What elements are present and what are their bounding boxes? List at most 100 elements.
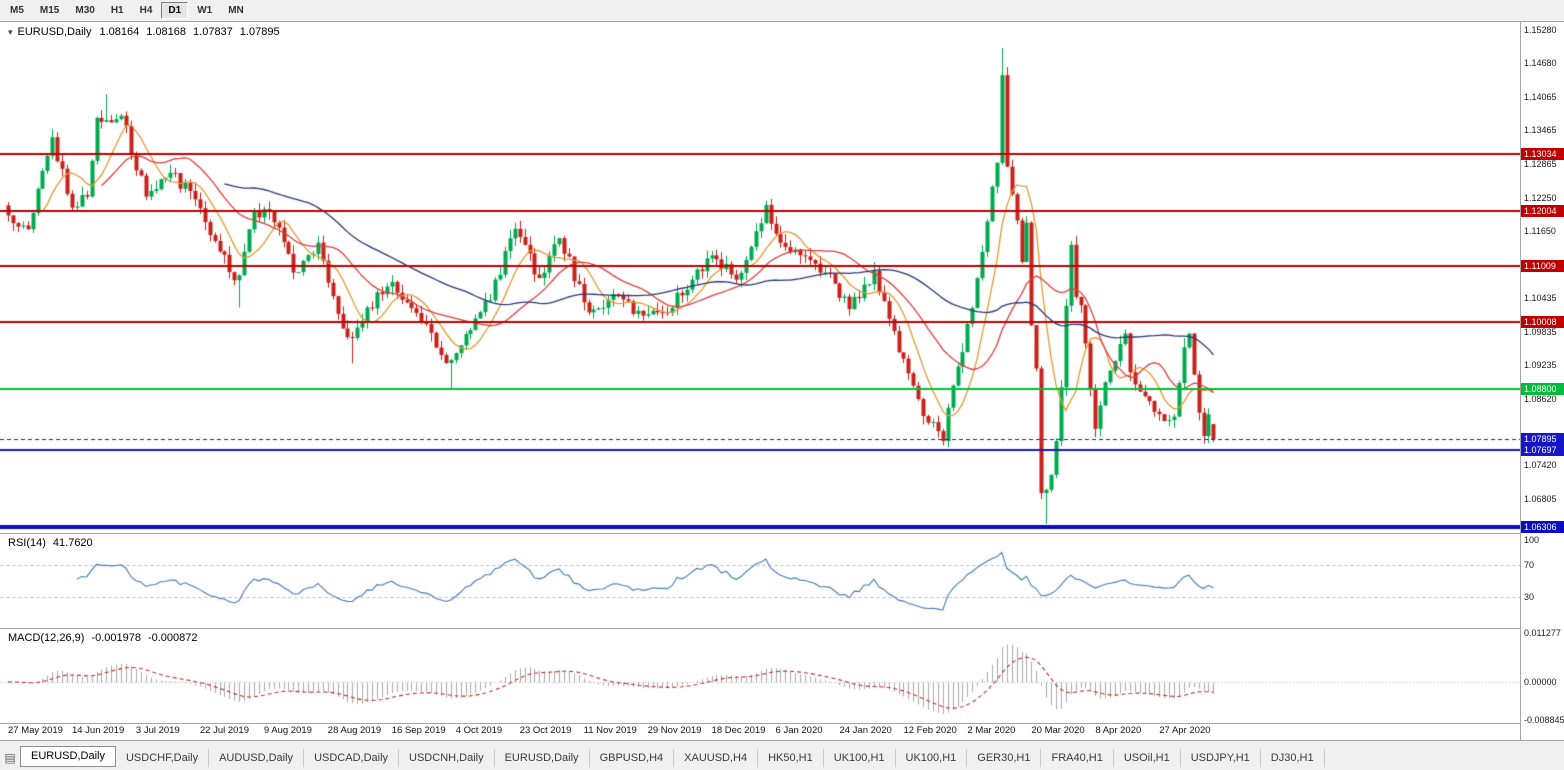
chart-list-icon[interactable]: ▤ [4,751,16,765]
symbol-tab-label: EURUSD,Daily [31,750,105,762]
symbol-tab[interactable]: UK100,H1 [824,749,896,767]
chart-tabs-bar: ▤ EURUSD,Daily USDCHF,Daily AUDUSD,Daily US… [0,740,1564,770]
macd-indicator-canvas[interactable] [0,629,1520,723]
symbol-tab[interactable]: DJ30,H1 [1261,749,1325,767]
symbol-tab[interactable]: USOil,H1 [1114,749,1181,767]
timeframe-button-label: MN [228,5,244,16]
timeframe-button[interactable]: W1 [190,2,219,19]
ohlc-open-value: 1.08164 [99,26,140,38]
rsi-axis-tick: 30 [1524,592,1535,603]
chart-window: ▾ EURUSD,Daily 1.08164 1.08168 1.07837 1.0789… [0,22,1564,740]
date-axis-label: 28 Aug 2019 [327,725,382,736]
timeframe-button[interactable]: H1 [104,2,131,19]
panel-divider[interactable] [0,533,1564,534]
date-axis-label: 12 Feb 2020 [903,725,957,736]
symbol-tab-label: DJ30,H1 [1270,752,1314,764]
rsi-indicator-canvas[interactable] [0,534,1520,628]
date-axis-label: 27 May 2019 [8,725,63,736]
symbol-tab[interactable]: GBPUSD,H4 [590,749,675,767]
symbol-tab[interactable]: EURUSD,Daily [20,746,116,767]
timeframe-button[interactable]: M5 [3,2,31,19]
timeframe-button[interactable]: MN [221,2,251,19]
ohlc-high-value: 1.08168 [146,26,187,38]
date-axis-label: 27 Apr 2020 [1159,725,1211,736]
price-level-badge: 1.07895 [1521,433,1564,446]
timeframe-button-label: H1 [110,5,124,16]
price-level-badge: 1.07697 [1521,444,1564,457]
price-level-badge: 1.10008 [1521,315,1564,328]
price-axis-tick: 1.11650 [1524,225,1556,236]
symbol-tab-label: FRA40,H1 [1051,752,1103,764]
symbol-tab[interactable]: HK50,H1 [758,749,824,767]
rsi-name: RSI(14) [8,537,46,549]
price-level-badge: 1.13034 [1521,148,1564,161]
symbol-tab[interactable]: USDJPY,H1 [1181,749,1261,767]
price-axis-tick: 1.07420 [1524,460,1557,471]
date-axis-label: 20 Mar 2020 [1031,725,1085,736]
symbol-tab-label: USDCNH,Daily [409,752,484,764]
price-axis-tick: 1.14065 [1524,92,1557,103]
panel-divider[interactable] [0,628,1564,629]
date-axis-label: 24 Jan 2020 [839,725,892,736]
symbol-tab[interactable]: FRA40,H1 [1041,749,1114,767]
date-axis-label: 4 Oct 2019 [455,725,503,736]
rsi-value: 41.7620 [52,537,93,549]
rsi-indicator-label: RSI(14) 41.7620 [8,537,100,549]
price-axis-tick: 1.08620 [1524,393,1557,404]
price-axis-tick: 1.15280 [1524,24,1557,35]
price-axis-tick: 1.10435 [1524,293,1557,304]
symbol-tab[interactable]: USDCHF,Daily [116,749,210,767]
chart-symbol-label: EURUSD,Daily [17,26,92,38]
symbol-tab-label: USDCAD,Daily [314,752,389,764]
date-axis-label: 9 Aug 2019 [263,725,312,736]
one-click-trading-arrow-icon[interactable]: ▾ [8,27,13,37]
price-axis-tick: 1.13465 [1524,125,1557,136]
time-axis: 27 May 2019 14 Jun 2019 3 Jul 2019 22 Jul 2… [0,724,1520,740]
price-level-badge: 1.11009 [1521,260,1564,273]
date-axis-label: 8 Apr 2020 [1095,725,1142,736]
symbol-tab[interactable]: AUDUSD,Daily [209,749,305,767]
symbol-tab-label: GBPUSD,H4 [599,752,664,764]
timeframe-button-label: D1 [168,5,182,16]
date-axis-label: 22 Jul 2019 [199,725,249,736]
date-axis-label: 11 Nov 2019 [583,725,637,736]
symbol-tab-label: UK100,H1 [833,752,885,764]
macd-axis-tick: -0.008845 [1524,715,1564,726]
symbol-tab[interactable]: XAUUSD,H4 [674,749,759,767]
symbol-tab[interactable]: UK100,H1 [896,749,968,767]
rsi-axis-tick: 100 [1524,535,1540,546]
symbol-tab-label: USDJPY,H1 [1190,752,1250,764]
price-chart-canvas[interactable] [0,22,1520,533]
macd-main-value: -0.001978 [91,632,141,644]
macd-signal-value: -0.000872 [147,632,198,644]
timeframe-button[interactable]: M15 [33,2,66,19]
timeframe-button[interactable]: M30 [68,2,101,19]
timeframe-button-label: H4 [139,5,153,16]
timeframe-button[interactable]: D1 [161,2,189,19]
timeframe-button-label: M15 [39,5,60,16]
ohlc-low-value: 1.07837 [193,26,233,38]
symbol-tab[interactable]: EURUSD,Daily [495,749,590,767]
symbol-tab-label: HK50,H1 [768,752,813,764]
symbol-tab-label: XAUUSD,H4 [684,752,748,764]
macd-axis-tick: 0.00000 [1524,676,1557,687]
symbol-tab[interactable]: GER30,H1 [967,749,1042,767]
symbol-tab-label: USDCHF,Daily [125,752,199,764]
symbol-tab-label: UK100,H1 [905,752,957,764]
timeframe-button-label: M30 [75,5,95,16]
price-axis-tick: 1.09235 [1524,359,1557,370]
price-axis-tick: 1.12250 [1524,192,1557,203]
date-axis-label: 14 Jun 2019 [71,725,125,736]
timeframe-button[interactable]: H4 [133,2,160,19]
price-level-badge: 1.06306 [1521,521,1564,534]
timeframe-button-label: W1 [197,5,213,16]
timeframe-toolbar: M5 M15 M30 H1 H4 D1 W1 MN [0,0,1564,22]
panel-divider [0,723,1564,724]
price-axis-tick: 1.14680 [1524,58,1557,68]
symbol-tab[interactable]: USDCAD,Daily [304,749,400,767]
date-axis-label: 3 Jul 2019 [135,725,180,736]
timeframe-button-label: M5 [10,5,24,16]
symbol-tab-label: EURUSD,Daily [504,752,579,764]
price-axis-tick: 1.09835 [1524,326,1557,337]
symbol-tab[interactable]: USDCNH,Daily [399,749,495,767]
